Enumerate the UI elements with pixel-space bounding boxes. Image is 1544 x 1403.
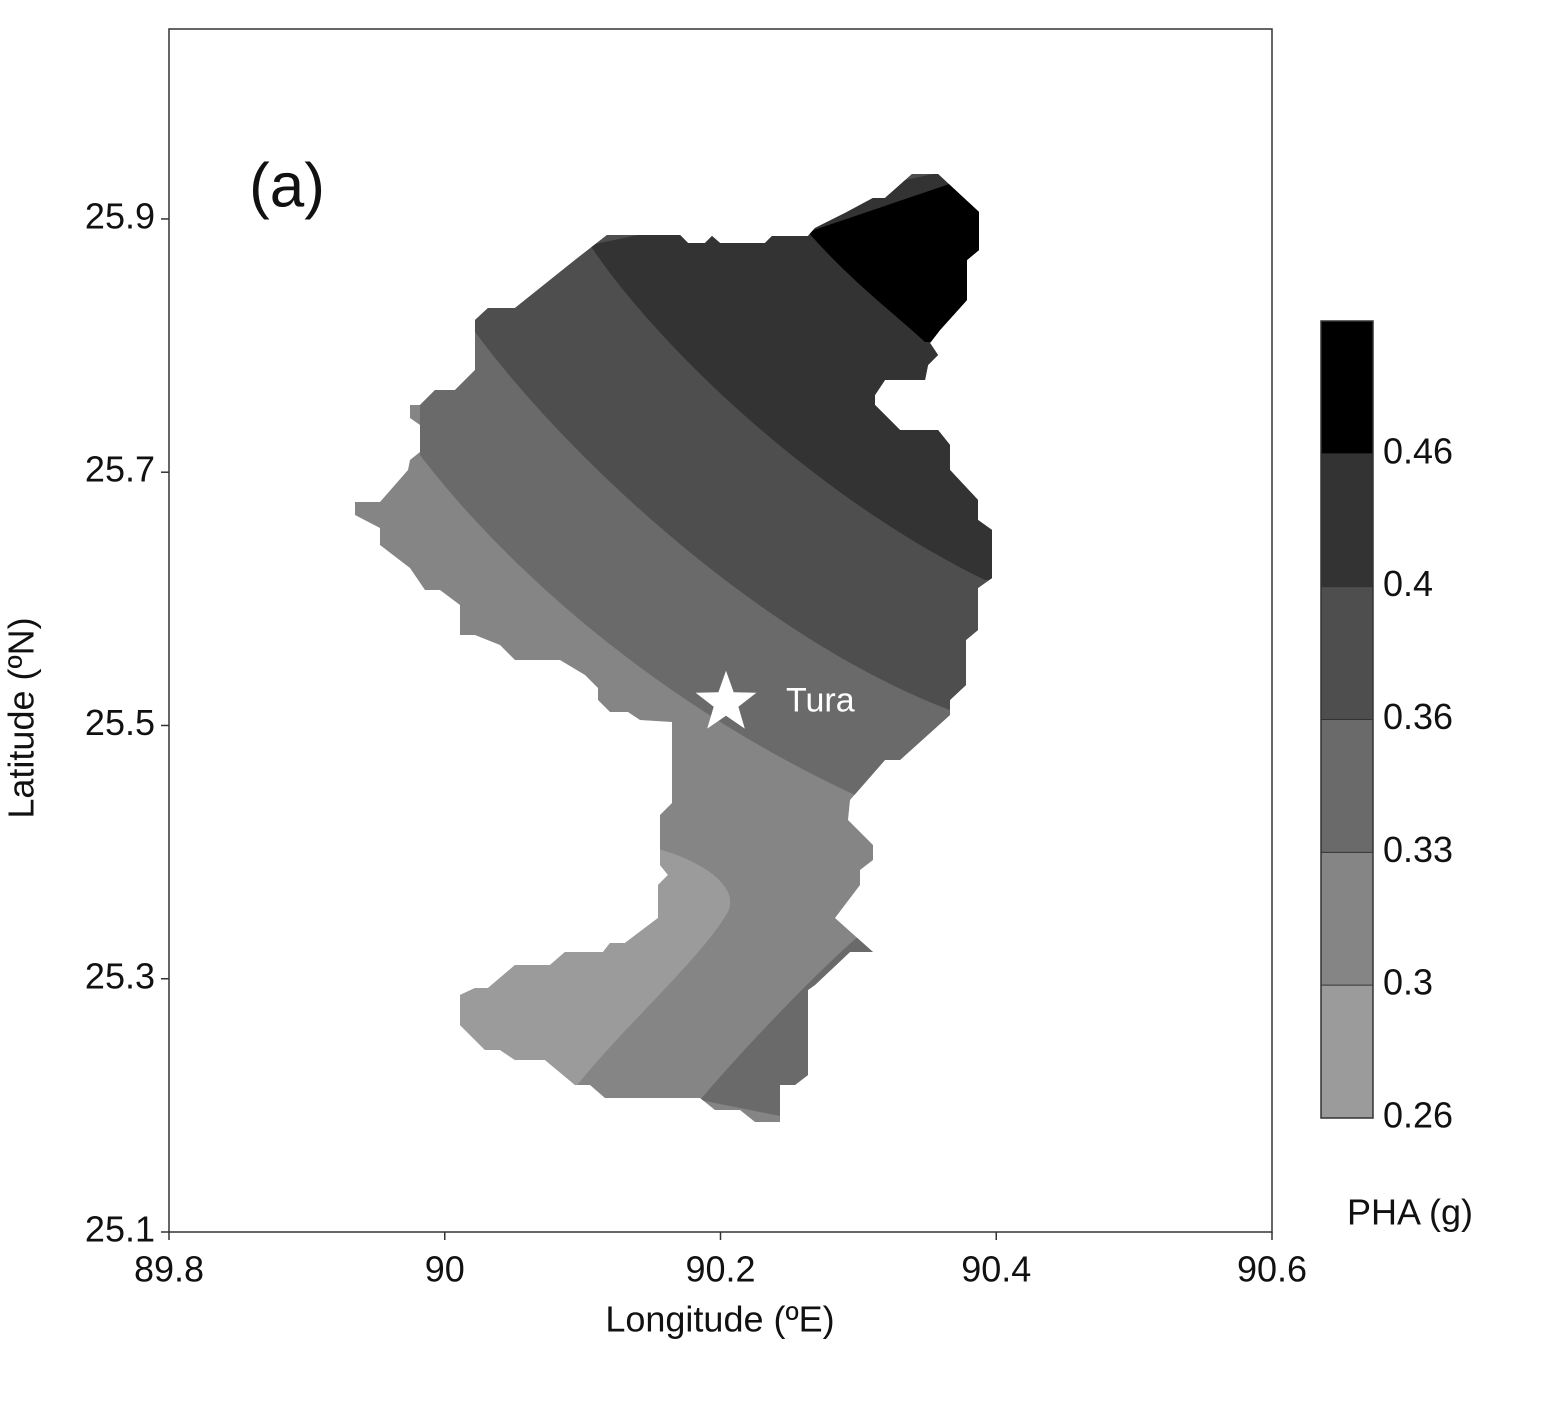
y-tick-label: 25.5 <box>85 702 155 743</box>
colorbar-label: PHA (g) <box>1347 1192 1473 1233</box>
colorbar-tick-label: 0.4 <box>1383 563 1433 604</box>
x-tick-label: 90 <box>425 1249 465 1290</box>
colorbar-band <box>1321 321 1373 454</box>
colorbar-tick-label: 0.36 <box>1383 696 1453 737</box>
contour-bands <box>355 174 992 1122</box>
colorbar-tick-label: 0.33 <box>1383 829 1453 870</box>
colorbar-band <box>1321 586 1373 720</box>
marker-star <box>695 670 757 729</box>
colorbar-band <box>1321 985 1373 1118</box>
colorbar-tick-label: 0.3 <box>1383 962 1433 1003</box>
colorbar-band <box>1321 852 1373 986</box>
panel-label: (a) <box>249 151 325 220</box>
colorbar-band <box>1321 453 1373 587</box>
x-tick-label: 90.4 <box>961 1249 1031 1290</box>
y-tick-label: 25.3 <box>85 955 155 996</box>
x-tick-label: 89.8 <box>134 1249 204 1290</box>
marker-label: Tura <box>786 682 855 720</box>
y-tick-label: 25.1 <box>85 1209 155 1250</box>
y-tick-label: 25.7 <box>85 449 155 490</box>
colorbar-tick-label: 0.46 <box>1383 430 1453 471</box>
x-axis-label: Longitude (ºE) <box>605 1299 834 1340</box>
y-axis-label: Latitude (ºN) <box>1 617 42 818</box>
y-tick-label: 25.9 <box>85 195 155 236</box>
colorbar-band <box>1321 719 1373 853</box>
x-tick-label: 90.2 <box>685 1249 755 1290</box>
colorbar-tick-label: 0.26 <box>1383 1095 1453 1136</box>
x-tick-label: 90.6 <box>1237 1249 1307 1290</box>
